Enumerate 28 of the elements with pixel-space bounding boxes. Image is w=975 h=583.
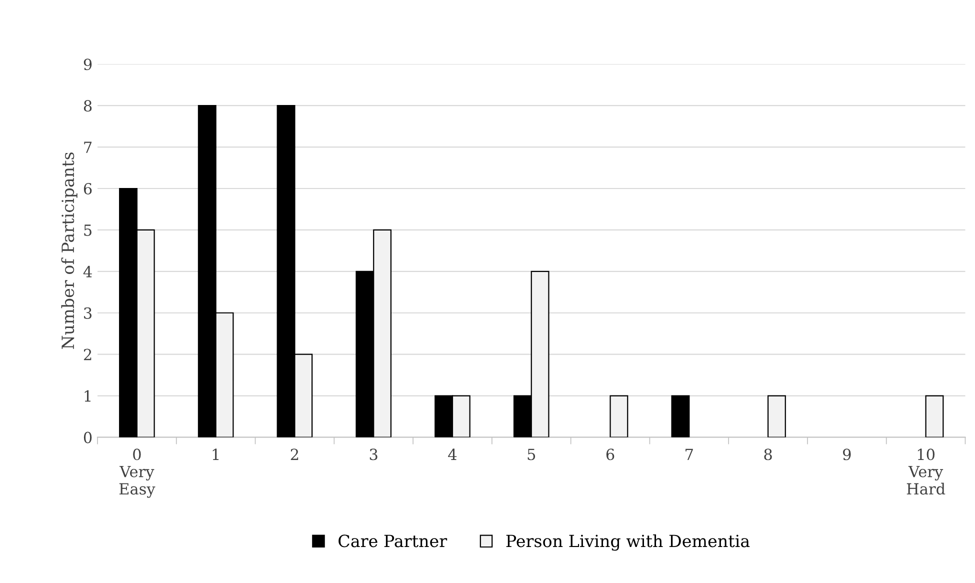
x-tick-label: 1	[212, 448, 219, 460]
y-axis-title: Number of Participants	[61, 152, 78, 349]
y-tick-label: 3	[84, 307, 92, 319]
y-tick-label: 9	[84, 58, 92, 70]
y-tick-label: 4	[83, 266, 92, 278]
y-tick-label: 6	[84, 182, 92, 195]
x-tick-label: 10 Very Hard	[906, 448, 946, 495]
bar	[671, 395, 690, 438]
x-tick-label: 3	[370, 448, 378, 460]
x-tick-label: 6	[606, 448, 614, 460]
bar	[610, 395, 628, 438]
x-tick-label: 4	[448, 448, 457, 460]
y-tick-label: 5	[84, 224, 92, 236]
legend-label: Care Partner	[338, 534, 448, 548]
bar	[925, 395, 944, 438]
x-tick-label: 9	[843, 448, 851, 460]
legend-label: Person Living with Dementia	[506, 534, 750, 551]
y-tick-label: 7	[84, 142, 92, 153]
x-tick-label: 2	[290, 448, 298, 460]
bar	[767, 395, 786, 438]
x-tick-label: 7	[686, 448, 693, 460]
y-tick-label: 0	[84, 432, 92, 444]
x-tick-label: 8	[764, 448, 772, 460]
x-tick-label: 5	[528, 448, 536, 460]
y-tick-label: 1	[84, 390, 90, 402]
x-tick-label: 0 Very Easy	[119, 448, 156, 498]
y-tick-label: 8	[84, 100, 92, 112]
y-tick-label: 2	[84, 348, 92, 360]
